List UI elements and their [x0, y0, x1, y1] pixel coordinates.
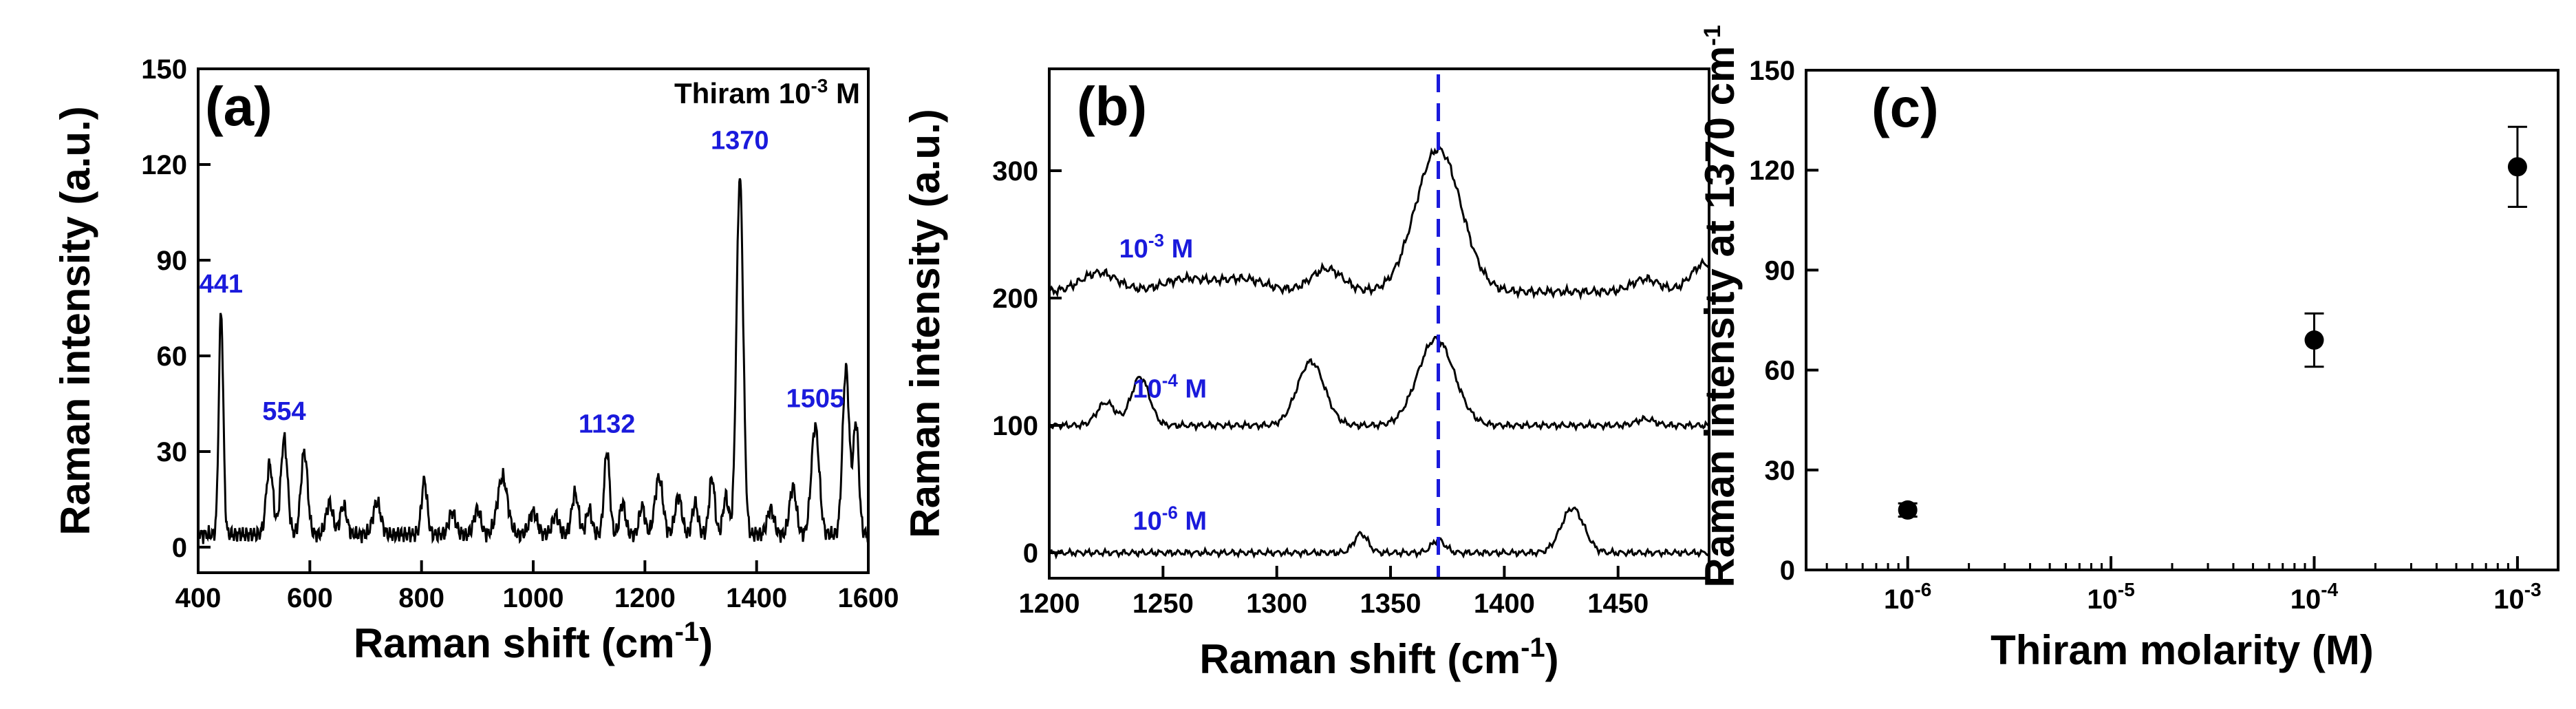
series-label-exp: -4 [1162, 370, 1179, 390]
peak-label-1132: 1132 [579, 410, 635, 439]
corner-label-thiram: Thiram 10-3 M [674, 75, 860, 109]
x-tick-label-a: 1200 [614, 583, 676, 613]
x-tick-label-c: 10-4 [2290, 579, 2339, 615]
y-tick-label-c: 90 [1765, 255, 1796, 286]
y-tick-label-c: 150 [1749, 56, 1795, 86]
y-tick-label-a: 150 [141, 54, 187, 85]
data-point-c-1 [2304, 330, 2324, 350]
x-tick-label-b: 1250 [1133, 589, 1194, 619]
y-tick-label-c: 60 [1765, 356, 1796, 386]
x-tick-label-b: 1400 [1474, 589, 1535, 619]
x-tick-label-c: 10-3 [2493, 579, 2541, 615]
series-label-exp: -3 [1148, 230, 1164, 251]
y-tick-label-c: 0 [1780, 555, 1795, 586]
x-tick-label-a: 400 [175, 583, 222, 613]
peak-label-441: 441 [200, 270, 243, 299]
x-tick-label-a: 800 [398, 583, 444, 613]
y-tick-label-a: 120 [141, 150, 187, 180]
x-tick-label-base: 10 [2290, 584, 2321, 615]
y-axis-title-b: Raman intensity (a.u.) [902, 109, 948, 538]
x-tick-label-b: 1300 [1246, 589, 1307, 619]
x-tick-label-exp: -6 [1914, 579, 1931, 600]
series-label-base: 10 [1133, 374, 1161, 403]
spectrum-line-b-1 [1048, 335, 1710, 432]
peak-label-1370: 1370 [711, 126, 769, 155]
x-tick-label-b: 1350 [1360, 589, 1421, 619]
x-axis-title-tail: ) [1545, 636, 1559, 682]
series-label-unit: M [1164, 235, 1193, 264]
panel-label-c: (c) [1871, 77, 1939, 138]
y-tick-label-b: 200 [992, 284, 1038, 314]
x-tick-label-exp: -5 [2118, 579, 2135, 600]
x-axis-title-tail: ) [699, 620, 713, 666]
x-tick-label-base: 10 [1884, 584, 1915, 615]
y-tick-label-b: 0 [1023, 538, 1038, 569]
y-tick-label-a: 90 [157, 246, 188, 276]
spectrum-line-b-2 [1048, 506, 1710, 560]
x-tick-label-b: 1200 [1019, 589, 1080, 619]
x-axis-title-b: Raman shift (cm-1) [1199, 633, 1558, 682]
x-tick-label-exp: -3 [2524, 579, 2542, 600]
x-tick-label-c: 10-5 [2087, 579, 2134, 615]
spectrum-line-a [197, 178, 870, 544]
x-axis-title-exp: -1 [675, 617, 700, 647]
corner-label-unit: M [828, 77, 860, 109]
x-tick-label-a: 1000 [503, 583, 564, 613]
y-tick-label-a: 30 [157, 437, 188, 467]
y-tick-label-a: 60 [157, 341, 188, 372]
x-axis-title-c: Thiram molarity (M) [1990, 627, 2374, 673]
panel-label-b: (b) [1077, 76, 1147, 137]
series-label-unit: M [1178, 374, 1207, 403]
x-tick-label-a: 600 [287, 583, 333, 613]
peak-label-554: 554 [262, 397, 305, 426]
plot-frame-c [1805, 69, 2559, 571]
y-tick-label-c: 120 [1749, 156, 1795, 186]
series-label-unit: M [1178, 507, 1207, 536]
plot-frame-b [1048, 67, 1710, 580]
y-axis-title-base: Raman intensity at 1370 cm [1697, 46, 1743, 588]
y-tick-label-c: 30 [1765, 456, 1796, 486]
peak-label-1505: 1505 [786, 385, 845, 414]
x-axis-title-a: Raman shift (cm-1) [354, 617, 713, 666]
y-axis-title-a: Raman intensity (a.u.) [52, 106, 98, 535]
y-axis-title-c: Raman intensity at 1370 cm-1 [1697, 25, 1743, 587]
y-tick-label-a: 0 [172, 533, 187, 563]
x-tick-label-a: 1600 [838, 583, 899, 613]
series-label-b-0: 10-3 M [1119, 230, 1194, 264]
data-point-c-2 [2507, 157, 2527, 177]
x-tick-label-base: 10 [2493, 584, 2524, 615]
series-label-base: 10 [1133, 507, 1161, 536]
series-label-b-1: 10-4 M [1133, 370, 1207, 403]
x-tick-label-base: 10 [2087, 584, 2118, 615]
series-label-base: 10 [1119, 235, 1148, 264]
corner-label-base: Thiram 10 [674, 77, 811, 109]
spectrum-line-b-0 [1048, 145, 1710, 301]
y-tick-label-b: 300 [992, 156, 1038, 187]
x-tick-label-exp: -4 [2321, 579, 2338, 600]
x-axis-title-base: Raman shift (cm [354, 620, 675, 666]
y-tick-label-b: 100 [992, 411, 1038, 441]
x-tick-label-b: 1450 [1587, 589, 1649, 619]
corner-label-exp: -3 [811, 75, 828, 96]
x-tick-label-c: 10-6 [1884, 579, 1931, 615]
data-point-c-0 [1898, 500, 1918, 520]
x-axis-title-base: Raman shift (cm [1199, 636, 1521, 682]
series-label-b-2: 10-6 M [1133, 502, 1207, 536]
x-tick-label-a: 1400 [726, 583, 787, 613]
x-axis-title-exp: -1 [1521, 633, 1545, 663]
y-axis-title-exp: -1 [1699, 25, 1726, 45]
panel-label-a: (a) [205, 76, 272, 137]
series-label-exp: -6 [1162, 502, 1178, 523]
